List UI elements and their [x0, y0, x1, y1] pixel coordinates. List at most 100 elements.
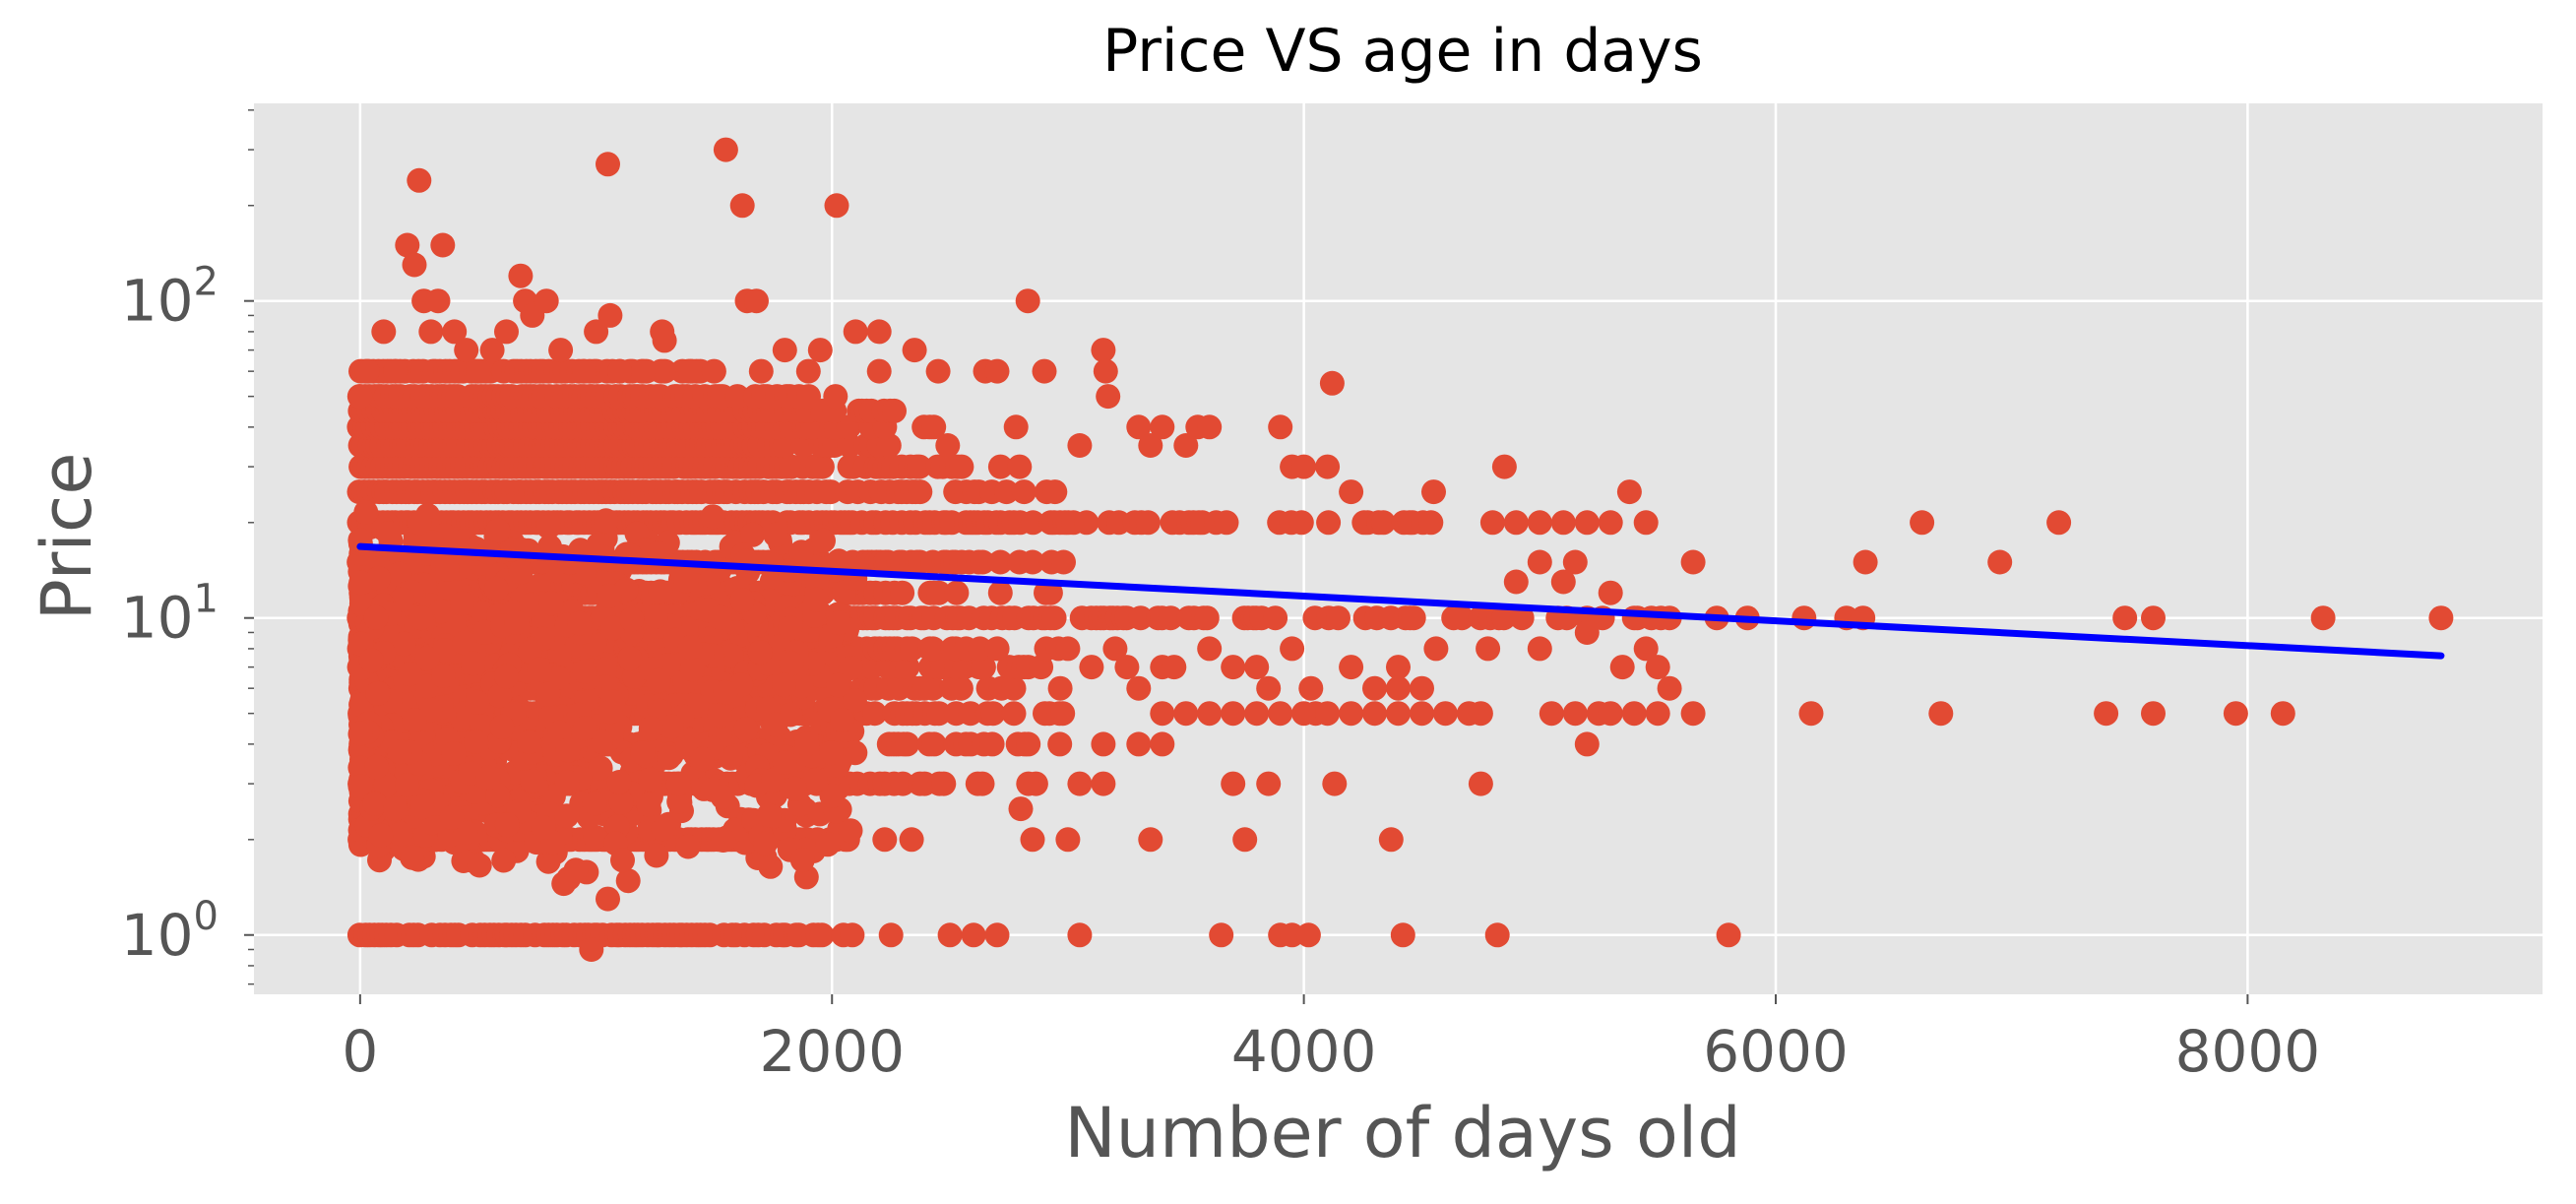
data-point [1079, 655, 1104, 680]
data-point [711, 828, 736, 853]
data-point [1468, 701, 1493, 727]
data-point [2310, 605, 2336, 631]
data-point [376, 521, 401, 546]
data-point [763, 712, 788, 737]
data-point [1263, 605, 1288, 631]
data-point [395, 773, 420, 797]
data-point [1232, 827, 1258, 853]
data-point [1003, 414, 1029, 440]
data-point [1280, 636, 1305, 662]
x-tick-label: 4000 [1231, 1018, 1377, 1085]
data-point [1114, 655, 1140, 680]
data-point [638, 716, 663, 741]
data-point [1244, 655, 1270, 680]
data-point [1067, 922, 1093, 948]
data-point [908, 479, 933, 505]
data-point [408, 605, 434, 631]
data-point [1680, 549, 1706, 575]
data-point [772, 672, 796, 698]
data-point [347, 384, 373, 410]
data-point [1476, 636, 1501, 662]
data-point [1221, 771, 1246, 796]
data-point [1370, 510, 1396, 536]
data-point [644, 603, 668, 629]
data-point [1621, 605, 1647, 631]
data-point [987, 454, 1013, 479]
data-point [803, 587, 829, 612]
data-point [1562, 701, 1588, 727]
data-point [579, 937, 604, 962]
data-point [949, 454, 974, 479]
data-point [689, 746, 715, 772]
data-point [790, 433, 816, 458]
data-point [479, 338, 505, 363]
data-point [475, 765, 501, 791]
data-point [1291, 454, 1317, 479]
data-point [535, 514, 561, 539]
data-point [920, 675, 946, 701]
data-point [1091, 771, 1116, 796]
data-point [631, 358, 656, 384]
data-point [1041, 605, 1067, 631]
data-point [2270, 701, 2295, 727]
data-point [1987, 549, 2013, 575]
data-point [596, 886, 620, 912]
y-tick-label: 102 [121, 260, 219, 335]
data-point [1126, 731, 1152, 757]
data-point [1001, 675, 1027, 701]
data-point [391, 631, 416, 657]
data-point [866, 319, 892, 345]
data-point [968, 636, 992, 662]
data-point [431, 664, 457, 688]
data-point [554, 769, 580, 794]
data-point [1598, 580, 1623, 605]
data-point [935, 433, 961, 458]
data-point [1194, 605, 1220, 631]
data-point [548, 338, 574, 363]
data-point [753, 831, 778, 856]
data-point [1423, 636, 1449, 662]
data-point [1491, 454, 1517, 479]
data-point [606, 770, 632, 794]
data-point [987, 580, 1013, 605]
data-point [1449, 605, 1475, 631]
data-point [407, 167, 432, 193]
data-point [1339, 655, 1364, 680]
data-point [826, 672, 850, 698]
data-point [1256, 771, 1282, 796]
data-point [1339, 479, 1364, 505]
data-point [1432, 701, 1458, 727]
data-point [1067, 771, 1093, 796]
data-point [1598, 701, 1623, 727]
data-point [729, 588, 755, 613]
data-point [1093, 358, 1118, 384]
data-point [400, 845, 425, 870]
data-point [748, 358, 774, 384]
trend-line [356, 542, 2445, 660]
data-point [1550, 569, 1576, 595]
data-point [1550, 510, 1576, 536]
data-point [597, 583, 622, 608]
data-point [1138, 433, 1163, 458]
data-point [1214, 510, 1239, 536]
data-point [713, 137, 738, 162]
data-point [430, 232, 456, 258]
data-point [1244, 701, 1270, 727]
data-point [535, 681, 561, 707]
data-point [1378, 827, 1404, 853]
data-point [508, 559, 534, 585]
data-point [1221, 701, 1246, 727]
data-point [1158, 605, 1183, 631]
data-point [402, 708, 427, 733]
data-point [920, 636, 946, 662]
data-point [1128, 605, 1154, 631]
data-point [1074, 510, 1100, 536]
data-point [971, 655, 996, 680]
data-point [961, 922, 986, 948]
data-point [454, 338, 479, 363]
data-point [487, 683, 513, 709]
data-point [823, 384, 848, 410]
data-point [652, 358, 677, 384]
data-point [1001, 701, 1027, 727]
data-point [761, 768, 785, 793]
